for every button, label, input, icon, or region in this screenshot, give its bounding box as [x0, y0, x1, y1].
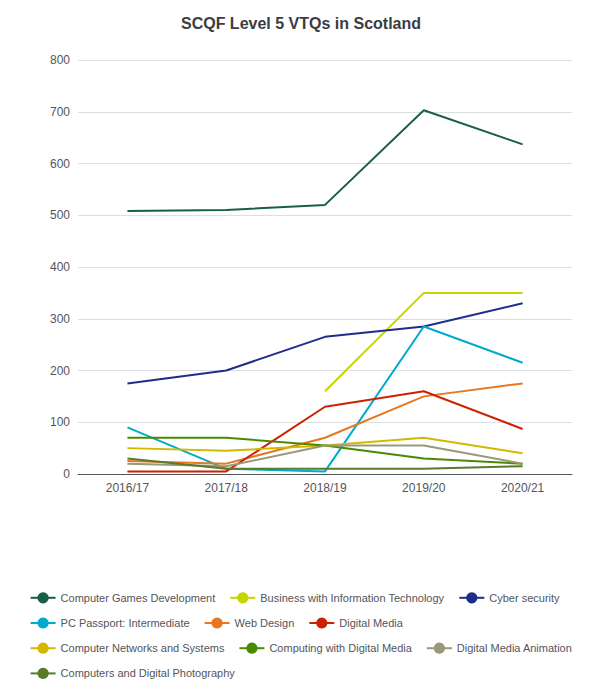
svg-text:PC Passport: Intermediate: PC Passport: Intermediate: [61, 617, 190, 629]
svg-text:400: 400: [50, 260, 70, 274]
svg-text:2017/18: 2017/18: [205, 481, 249, 495]
svg-text:700: 700: [50, 105, 70, 119]
svg-text:Computer Networks and Systems: Computer Networks and Systems: [61, 642, 225, 654]
svg-text:2018/19: 2018/19: [303, 481, 347, 495]
svg-text:Cyber security: Cyber security: [489, 592, 560, 604]
svg-text:Computer Games Development: Computer Games Development: [61, 592, 216, 604]
svg-text:300: 300: [50, 312, 70, 326]
svg-text:600: 600: [50, 157, 70, 171]
svg-text:800: 800: [50, 53, 70, 67]
svg-text:Business with Information Tech: Business with Information Technology: [260, 592, 444, 604]
svg-text:2016/17: 2016/17: [106, 481, 150, 495]
svg-text:100: 100: [50, 415, 70, 429]
svg-text:500: 500: [50, 208, 70, 222]
svg-text:2020/21: 2020/21: [501, 481, 545, 495]
svg-text:2019/20: 2019/20: [402, 481, 446, 495]
svg-text:Computers and Digital Photogra: Computers and Digital Photography: [61, 667, 236, 679]
svg-text:Computing with Digital Media: Computing with Digital Media: [269, 642, 412, 654]
svg-text:200: 200: [50, 364, 70, 378]
svg-text:Digital Media: Digital Media: [339, 617, 403, 629]
svg-text:0: 0: [63, 467, 70, 481]
svg-text:SCQF Level 5 VTQs in Scotland: SCQF Level 5 VTQs in Scotland: [181, 15, 421, 32]
svg-text:Digital Media Animation: Digital Media Animation: [457, 642, 572, 654]
svg-text:Web Design: Web Design: [235, 617, 295, 629]
